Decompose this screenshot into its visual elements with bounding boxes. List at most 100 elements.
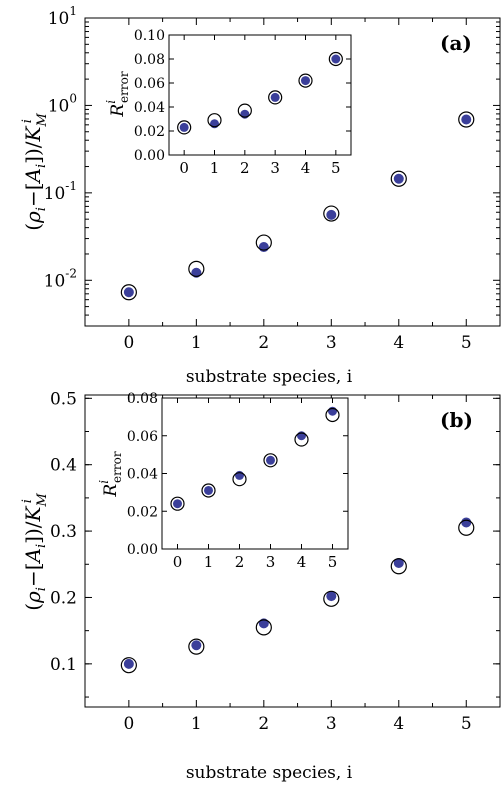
filled-point — [326, 591, 337, 602]
inset-y-tick-label: 0.08 — [127, 391, 158, 407]
inset-y-tick-label: 0.00 — [127, 542, 158, 558]
inset-x-tick-label: 5 — [331, 159, 341, 177]
x-tick-label: 5 — [461, 333, 472, 353]
inset-y-tick-label: 0.04 — [127, 467, 158, 483]
plot-frame — [84, 394, 501, 708]
x-tick-label: 5 — [461, 714, 472, 734]
panel-b: 0 1 2 3 4 5 0.1 0.2 0.3 0.4 0.5 substrate species, … — [20, 389, 501, 783]
inset-y-axis-label: Rierror — [104, 71, 131, 117]
y-tick-label: 0.1 — [50, 655, 77, 675]
filled-point — [173, 499, 182, 509]
open-point — [323, 590, 340, 607]
filled-point — [301, 76, 310, 86]
filled-point — [266, 455, 275, 465]
inset: 0 1 2 3 4 5 0.00 0.02 0.04 0.06 0.08 Rierror — [97, 391, 349, 571]
panel-label: (a) — [440, 31, 472, 55]
filled-point — [123, 658, 134, 669]
inset-x-tick-label: 0 — [173, 553, 183, 571]
open-point — [390, 558, 407, 575]
y-axis-label: (ρi−[Ai])/KMi — [20, 493, 50, 611]
panel-label: (b) — [440, 408, 473, 432]
inset-x-tick-label: 4 — [301, 159, 311, 177]
inset-y-tick-label: 0.02 — [127, 504, 158, 520]
y-tick-label: 0.4 — [50, 456, 77, 476]
x-tick-label: 2 — [258, 333, 269, 353]
filled-point — [270, 92, 280, 102]
inset-x-tick-label: 2 — [235, 553, 245, 571]
y-tick-label: 10-2 — [44, 266, 77, 291]
inset-frame — [161, 397, 349, 550]
open-point — [237, 103, 252, 118]
open-point — [294, 432, 309, 447]
y-tick-label: 10-1 — [44, 179, 77, 204]
y-tick-label: 100 — [48, 91, 77, 116]
filled-point — [204, 485, 213, 495]
inset-x-tick-label: 5 — [328, 553, 338, 571]
open-point — [390, 170, 407, 187]
open-point — [207, 113, 222, 128]
x-axis-label: substrate species, i — [186, 763, 353, 783]
x-tick-label: 0 — [123, 714, 134, 734]
open-point — [323, 205, 340, 222]
inset-x-tick-label: 3 — [266, 553, 276, 571]
open-point — [120, 284, 137, 301]
filled-point — [461, 114, 472, 125]
open-point — [255, 234, 272, 251]
inset-y-tick-label: 0.00 — [134, 148, 165, 164]
open-point — [177, 120, 192, 135]
panel-a: 0 1 2 3 4 5 10-2 10-1 100 101 substrate species, i… — [20, 4, 501, 387]
open-point — [120, 657, 137, 674]
open-point — [170, 496, 185, 511]
open-point — [268, 90, 283, 105]
filled-point — [326, 209, 337, 220]
open-point — [298, 73, 313, 88]
inset-y-tick-label: 0.04 — [134, 100, 165, 116]
y-tick-label: 101 — [48, 4, 77, 29]
inset-y-tick-label: 0.06 — [134, 76, 165, 92]
inset: 0 1 2 3 4 5 0.00 0.02 0.04 0.06 0.08 0.10 Rierror — [104, 28, 352, 177]
inset-x-tick-label: 1 — [210, 159, 220, 177]
inset-x-tick-label: 0 — [179, 159, 189, 177]
inset-x-tick-label: 3 — [270, 159, 280, 177]
filled-point — [123, 287, 134, 298]
filled-point — [331, 54, 341, 64]
x-tick-label: 0 — [123, 333, 134, 353]
filled-point — [393, 557, 404, 568]
open-point — [232, 472, 247, 487]
open-point — [325, 407, 340, 423]
open-point — [188, 260, 205, 277]
x-tick-label: 2 — [258, 714, 269, 734]
inset-x-tick-label: 2 — [240, 159, 250, 177]
open-point — [255, 619, 272, 636]
inset-frame — [168, 34, 352, 156]
filled-point — [393, 173, 404, 184]
plot-frame — [84, 17, 501, 327]
y-tick-label: 0.5 — [50, 389, 77, 409]
filled-point — [461, 517, 472, 528]
x-tick-label: 1 — [191, 714, 202, 734]
x-tick-label: 4 — [393, 333, 404, 353]
filled-point — [191, 267, 202, 278]
inset-x-tick-label: 4 — [297, 553, 307, 571]
y-axis-label: (ρi−[Ai])/KMi — [20, 113, 50, 231]
inset-x-tick-label: 1 — [204, 553, 214, 571]
open-point — [188, 638, 205, 655]
open-point — [263, 453, 278, 468]
inset-y-axis-label: Rierror — [97, 451, 124, 497]
y-tick-label: 0.3 — [50, 522, 77, 542]
open-point — [458, 519, 475, 536]
open-point — [328, 51, 343, 67]
inset-y-tick-label: 0.02 — [134, 124, 165, 140]
filled-point — [179, 122, 189, 132]
open-point — [201, 483, 216, 498]
x-tick-label: 4 — [393, 714, 404, 734]
inset-y-tick-label: 0.08 — [134, 52, 165, 68]
open-point — [458, 111, 475, 128]
x-tick-label: 3 — [326, 333, 337, 353]
inset-y-tick-label: 0.10 — [134, 28, 165, 44]
y-tick-label: 0.2 — [50, 588, 77, 608]
x-tick-label: 3 — [326, 714, 337, 734]
x-tick-label: 1 — [191, 333, 202, 353]
filled-point — [191, 640, 202, 651]
